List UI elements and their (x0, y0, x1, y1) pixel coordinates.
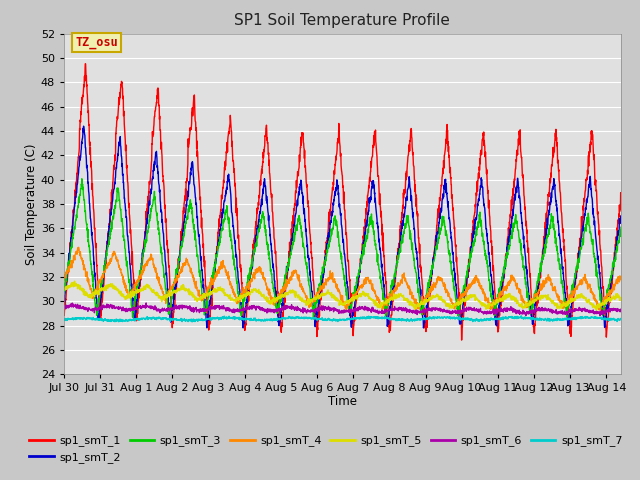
sp1_smT_3 (621, 216, 628, 222)
sp1_smT_4 (534, 287, 542, 293)
Line: sp1_smT_6: sp1_smT_6 (64, 303, 625, 316)
sp1_smT_7 (517, 313, 525, 319)
sp1_smT_3 (412, 266, 419, 272)
sp1_smT_7 (412, 317, 419, 323)
sp1_smT_4 (428, 286, 436, 292)
Y-axis label: Soil Temperature (C): Soil Temperature (C) (25, 143, 38, 265)
Legend: sp1_smT_1, sp1_smT_2, sp1_smT_3, sp1_smT_4, sp1_smT_5, sp1_smT_6, sp1_smT_7: sp1_smT_1, sp1_smT_2, sp1_smT_3, sp1_smT… (25, 431, 627, 468)
sp1_smT_7 (535, 316, 543, 322)
sp1_smT_7 (60, 316, 68, 322)
sp1_smT_6 (534, 307, 542, 313)
sp1_smT_4 (602, 295, 609, 300)
sp1_smT_2 (602, 323, 609, 329)
sp1_smT_1 (458, 337, 465, 343)
sp1_smT_6 (412, 309, 419, 315)
sp1_smT_6 (428, 306, 436, 312)
sp1_smT_2 (93, 304, 101, 310)
sp1_smT_5 (348, 296, 355, 301)
sp1_smT_1 (412, 182, 419, 188)
sp1_smT_3 (602, 302, 609, 308)
sp1_smT_5 (412, 307, 419, 312)
sp1_smT_2 (420, 325, 428, 331)
sp1_smT_2 (429, 264, 436, 269)
sp1_smT_4 (412, 299, 419, 304)
Line: sp1_smT_2: sp1_smT_2 (64, 126, 625, 328)
sp1_smT_6 (602, 308, 609, 314)
sp1_smT_5 (593, 307, 600, 313)
sp1_smT_1 (602, 321, 609, 326)
sp1_smT_7 (602, 315, 609, 321)
sp1_smT_6 (142, 300, 150, 306)
sp1_smT_7 (188, 319, 196, 325)
sp1_smT_5 (621, 299, 628, 305)
sp1_smT_3 (535, 271, 543, 276)
X-axis label: Time: Time (328, 395, 357, 408)
sp1_smT_3 (60, 291, 68, 297)
sp1_smT_1 (81, 61, 89, 67)
sp1_smT_7 (348, 315, 355, 321)
sp1_smT_1 (535, 291, 543, 297)
sp1_smT_5 (60, 288, 68, 293)
sp1_smT_3 (310, 316, 317, 322)
sp1_smT_5 (602, 297, 609, 303)
Title: SP1 Soil Temperature Profile: SP1 Soil Temperature Profile (234, 13, 451, 28)
sp1_smT_1 (428, 267, 436, 273)
Text: TZ_osu: TZ_osu (75, 36, 118, 49)
sp1_smT_7 (428, 315, 436, 321)
sp1_smT_3 (78, 176, 86, 181)
sp1_smT_5 (428, 292, 436, 298)
sp1_smT_5 (534, 296, 542, 302)
sp1_smT_7 (621, 316, 628, 322)
Line: sp1_smT_5: sp1_smT_5 (64, 281, 625, 310)
sp1_smT_2 (535, 276, 543, 282)
sp1_smT_2 (80, 123, 88, 129)
sp1_smT_3 (348, 300, 356, 306)
sp1_smT_4 (75, 244, 83, 250)
sp1_smT_1 (348, 307, 355, 313)
sp1_smT_4 (60, 278, 68, 284)
sp1_smT_6 (348, 308, 355, 314)
sp1_smT_3 (93, 311, 101, 317)
sp1_smT_5 (70, 278, 78, 284)
Line: sp1_smT_1: sp1_smT_1 (64, 64, 625, 340)
sp1_smT_4 (596, 308, 604, 313)
sp1_smT_1 (621, 164, 628, 169)
sp1_smT_2 (621, 193, 628, 199)
sp1_smT_5 (93, 289, 101, 295)
Line: sp1_smT_4: sp1_smT_4 (64, 247, 625, 311)
sp1_smT_1 (93, 271, 101, 276)
sp1_smT_6 (60, 305, 68, 311)
sp1_smT_2 (348, 317, 355, 323)
sp1_smT_1 (60, 310, 68, 316)
sp1_smT_6 (621, 309, 628, 314)
sp1_smT_6 (93, 306, 100, 312)
sp1_smT_4 (93, 287, 101, 292)
Line: sp1_smT_7: sp1_smT_7 (64, 316, 625, 322)
Line: sp1_smT_3: sp1_smT_3 (64, 179, 625, 319)
sp1_smT_2 (60, 304, 68, 310)
sp1_smT_4 (621, 281, 628, 287)
sp1_smT_2 (412, 240, 419, 246)
sp1_smT_3 (429, 263, 436, 268)
sp1_smT_4 (348, 297, 355, 302)
sp1_smT_7 (93, 315, 100, 321)
sp1_smT_6 (596, 313, 604, 319)
